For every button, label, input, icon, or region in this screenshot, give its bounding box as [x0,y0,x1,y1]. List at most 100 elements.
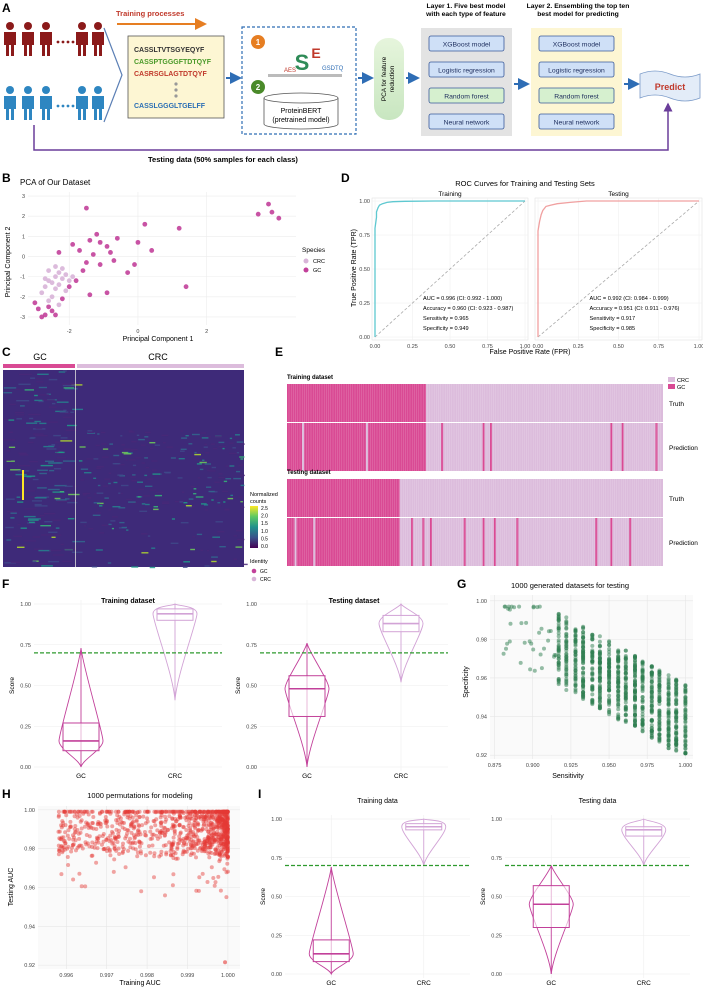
h-point [180,809,185,814]
panel-b-title: PCA of Our Dataset [20,178,91,187]
h-point [222,823,227,828]
h-point [128,845,133,850]
h-point [194,888,199,893]
h-point [184,842,189,847]
pca-point-crc [59,266,65,271]
h-point [225,828,230,833]
heatmap-cell [22,470,24,500]
pca-point-gc [183,284,189,290]
heatmap-cell [218,476,225,479]
heatmap-cell [37,469,48,471]
h-point [79,843,84,848]
pca-point-gc [56,250,62,255]
h-point [199,828,204,833]
h-point [208,810,213,815]
g-point [649,735,654,740]
h-point [220,814,225,819]
heatmap-cell [60,543,64,546]
h-point [79,826,84,831]
heatmap-cell [147,478,154,480]
step-2-badge [251,80,265,94]
heatmap-cell [112,506,121,508]
h-point [130,841,135,846]
h-point [116,809,121,814]
h-point [120,825,125,830]
g-point [649,729,654,734]
heatmap-cell [223,480,228,483]
g-point [657,735,662,740]
heatmap-cell [87,432,96,434]
pca-point-gc [269,209,275,215]
h-point [217,852,222,857]
h-point [224,895,229,900]
heatmap-cell [52,402,56,405]
heatmap-cell [48,445,55,447]
g-point [649,699,654,704]
h-point [204,849,208,854]
g-point [616,669,621,674]
h-point [215,829,220,834]
pca-point-crc [46,298,52,304]
h-point [194,842,198,847]
heatmap-cell [203,446,208,448]
g-point [607,682,612,687]
h-point [200,826,205,831]
heatmap-cell [38,400,44,403]
heatmap-cell [96,467,101,470]
h-point [158,834,163,839]
h-point [178,831,183,836]
heatmap-cell [180,448,187,450]
h-point [122,812,127,817]
g-point [573,628,578,633]
h-point [225,809,230,814]
h-point [211,876,216,880]
pca-point-crc [53,264,58,269]
h-point [142,830,147,834]
y-tick-label: 0.75 [359,233,370,239]
h-point [223,829,228,834]
h-point [206,822,211,827]
h-point [222,828,227,833]
g-point [674,708,679,713]
h-point [223,809,228,814]
h-point [221,809,226,814]
g-point [616,696,621,701]
h-point [110,841,115,846]
prediction-crc-bar [426,423,663,471]
h-point [223,821,228,826]
h-point [116,809,121,814]
h-point [207,840,212,845]
ellipsis-dot [174,94,178,98]
h-point [125,809,130,814]
h-point [175,817,180,822]
h-point [171,809,176,814]
h-point [174,819,179,824]
heatmap-cell [8,431,13,433]
h-point [207,843,212,848]
heatmap-cell [145,503,150,506]
h-point [190,809,195,814]
heatmap-cell [17,546,25,548]
h-point [94,860,99,865]
h-point [61,809,66,814]
g-point [597,690,602,695]
heatmap-cell [117,463,125,466]
h-point [225,846,230,851]
h-point [181,824,186,829]
g-point [616,664,621,669]
box-title: Testing dataset [329,598,380,605]
h-point [184,814,189,819]
h-point [222,828,227,833]
h-point [82,809,87,814]
h-point [225,839,230,844]
h-point [183,815,188,820]
y-tick-label: 0.92 [476,753,487,759]
g-point [633,695,637,700]
heatmap-cell [114,463,121,465]
ellipsis-dot [66,40,70,44]
heatmap-cell [3,439,16,441]
h-point [148,829,153,834]
panel-b-letter: B [2,171,11,185]
h-point [103,815,108,819]
h-point [192,823,197,827]
